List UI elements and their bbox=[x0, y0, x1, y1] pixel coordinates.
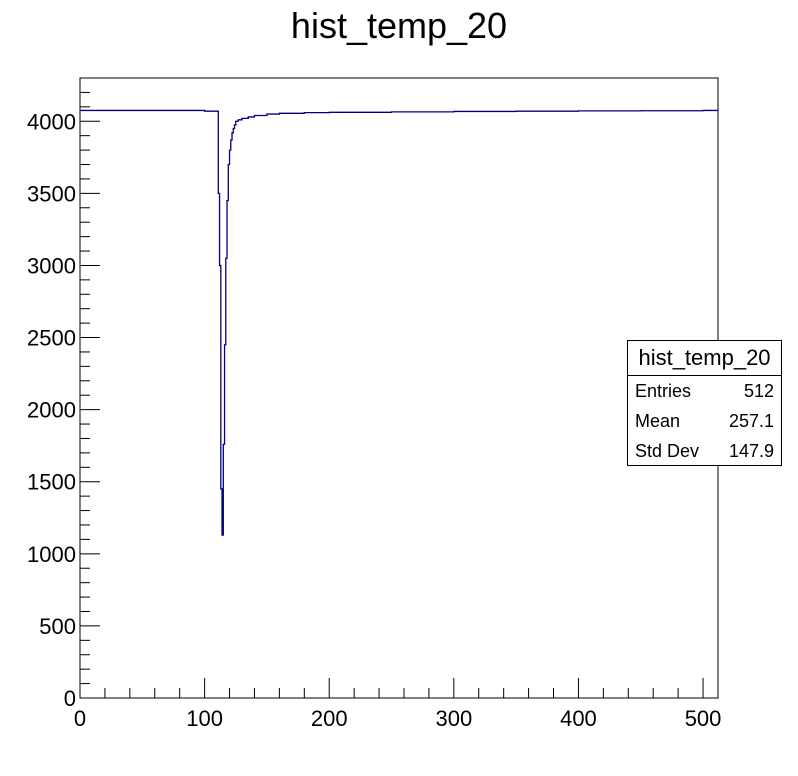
y-tick-label: 1500 bbox=[27, 470, 76, 495]
series-line bbox=[80, 109, 718, 536]
y-tick-label: 4000 bbox=[27, 109, 76, 134]
stats-label-entries: Entries bbox=[635, 381, 692, 401]
y-tick-label: 1000 bbox=[27, 542, 76, 567]
plot-frame bbox=[79, 77, 719, 699]
x-axis: 0 100 200 300 400 500 bbox=[74, 678, 722, 731]
stats-value-mean: 257.1 bbox=[728, 411, 774, 431]
stats-label-stddev: Std Dev bbox=[635, 441, 700, 461]
series-layer bbox=[79, 109, 719, 536]
x-tick-label: 100 bbox=[186, 706, 223, 731]
y-axis: 0 500 1000 1500 2000 2500 3000 3500 4000 bbox=[27, 91, 100, 711]
stats-value-entries: 512 bbox=[743, 381, 774, 401]
stats-title: hist_temp_20 bbox=[628, 341, 781, 376]
y-tick-label: 3000 bbox=[27, 253, 76, 278]
y-tick-label: 0 bbox=[64, 686, 76, 711]
y-tick-label: 3500 bbox=[27, 181, 76, 206]
y-tick-label: 2500 bbox=[27, 326, 76, 351]
stats-box: hist_temp_20 Entries 512 Mean 257.1 Std … bbox=[627, 340, 782, 466]
x-tick-label: 0 bbox=[74, 706, 86, 731]
x-tick-label: 300 bbox=[435, 706, 472, 731]
x-tick-label: 400 bbox=[560, 706, 597, 731]
x-tick-label: 500 bbox=[685, 706, 722, 731]
chart-title: hist_temp_20 bbox=[291, 5, 507, 46]
x-tick-label: 200 bbox=[311, 706, 348, 731]
stats-row-mean: Mean 257.1 bbox=[628, 406, 781, 436]
stats-label-mean: Mean bbox=[635, 411, 681, 431]
stats-row-stddev: Std Dev 147.9 bbox=[628, 436, 781, 466]
stats-row-entries: Entries 512 bbox=[628, 376, 781, 406]
stats-value-stddev: 147.9 bbox=[728, 441, 774, 461]
y-tick-label: 500 bbox=[39, 614, 76, 639]
y-tick-label: 2000 bbox=[27, 398, 76, 423]
